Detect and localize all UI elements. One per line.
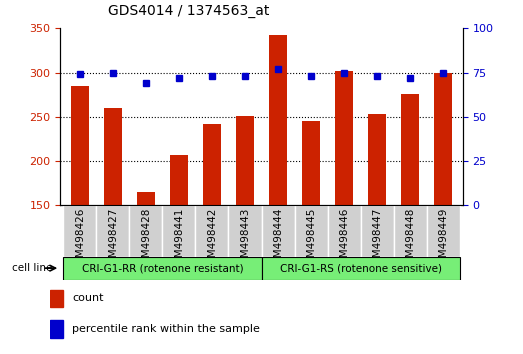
Bar: [427, 205, 460, 257]
Text: GSM498428: GSM498428: [141, 208, 151, 271]
Text: cell line: cell line: [12, 263, 52, 273]
Bar: [71, 86, 89, 205]
Text: GSM498444: GSM498444: [273, 208, 283, 271]
Bar: [294, 205, 327, 257]
Bar: [335, 71, 353, 205]
Text: percentile rank within the sample: percentile rank within the sample: [72, 324, 260, 334]
Text: GSM498442: GSM498442: [207, 208, 217, 271]
Bar: [163, 205, 196, 257]
Bar: [50, 320, 63, 338]
Bar: [50, 290, 63, 307]
Bar: [262, 257, 460, 280]
Text: CRI-G1-RR (rotenone resistant): CRI-G1-RR (rotenone resistant): [82, 263, 243, 273]
Text: GSM498449: GSM498449: [438, 208, 448, 271]
Text: CRI-G1-RS (rotenone sensitive): CRI-G1-RS (rotenone sensitive): [279, 263, 441, 273]
Bar: [96, 205, 130, 257]
Bar: [236, 116, 254, 205]
Bar: [368, 114, 386, 205]
Text: GSM498445: GSM498445: [306, 208, 316, 271]
Text: GSM498443: GSM498443: [240, 208, 250, 271]
Text: GSM498448: GSM498448: [405, 208, 415, 271]
Bar: [401, 94, 419, 205]
Bar: [130, 205, 163, 257]
Bar: [137, 192, 155, 205]
Bar: [393, 205, 427, 257]
Bar: [327, 205, 360, 257]
Bar: [203, 124, 221, 205]
Bar: [302, 121, 320, 205]
Bar: [229, 205, 262, 257]
Text: GSM498427: GSM498427: [108, 208, 118, 271]
Text: count: count: [72, 293, 104, 303]
Text: GSM498441: GSM498441: [174, 208, 184, 271]
Bar: [104, 108, 122, 205]
Bar: [196, 205, 229, 257]
Text: GSM498446: GSM498446: [339, 208, 349, 271]
Bar: [170, 155, 188, 205]
Bar: [434, 73, 452, 205]
Text: GSM498426: GSM498426: [75, 208, 85, 271]
Bar: [262, 205, 294, 257]
Bar: [360, 205, 393, 257]
Text: GSM498447: GSM498447: [372, 208, 382, 271]
Bar: [63, 257, 262, 280]
Text: GDS4014 / 1374563_at: GDS4014 / 1374563_at: [108, 4, 270, 18]
Bar: [269, 35, 287, 205]
Bar: [63, 205, 96, 257]
